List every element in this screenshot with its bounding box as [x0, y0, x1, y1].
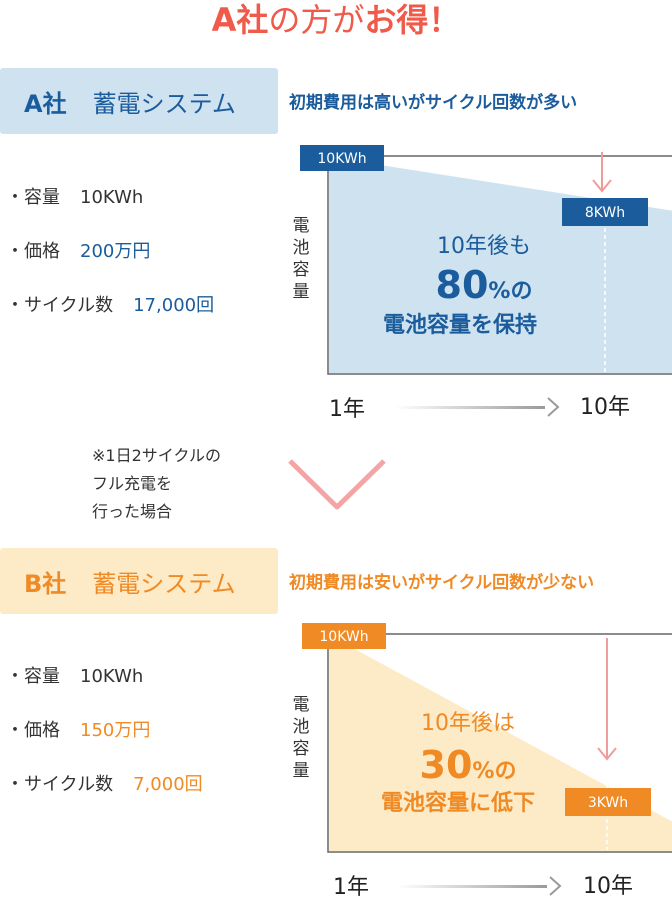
company-a-spec-cycles: ・サイクル数 17,000回 — [6, 291, 214, 317]
headline-end: お得！ — [364, 1, 460, 39]
company-a-product: 蓄電システム — [93, 84, 236, 119]
chevron-down-icon — [284, 455, 390, 515]
spec-value: 200万円 — [80, 241, 150, 262]
x-end-label: 10年 — [580, 395, 630, 420]
page-headline: A社の方がお得！ — [0, 0, 672, 40]
spec-value: 150万円 — [80, 720, 150, 741]
x-axis-arrow-shaft — [395, 406, 545, 409]
company-b-name: B社 — [24, 564, 66, 599]
x-end-label: 10年 — [583, 874, 633, 899]
spec-value: 10KWh — [80, 666, 143, 687]
percent-suffix: %の — [472, 759, 516, 784]
company-b-header: B社 蓄電システム — [0, 548, 278, 614]
chart-headline-line1: 10年後は — [421, 711, 515, 736]
x-axis-arrow-shaft — [397, 885, 547, 888]
percent-value: 30 — [420, 743, 473, 787]
company-b-spec-capacity: ・容量 10KWh — [6, 662, 143, 688]
note-line: ※1日2サイクルの — [92, 442, 221, 470]
spec-label: ・価格 — [6, 716, 60, 742]
spec-label: ・サイクル数 — [6, 291, 113, 317]
end-label: 8KWh — [585, 205, 625, 221]
company-a-header: A社 蓄電システム — [0, 68, 278, 134]
company-a-name: A社 — [24, 84, 67, 119]
cycle-condition-note: ※1日2サイクルの フル充電を 行った場合 — [92, 442, 221, 526]
x-axis-arrow-icon — [550, 877, 560, 895]
x-start-label: 1年 — [333, 875, 369, 900]
company-b-product: 蓄電システム — [92, 564, 235, 599]
company-a-chart: 10KWh 8KWh 10年後も 80%の 電池容量を保持 1年 10年 — [300, 140, 672, 420]
note-line: 行った場合 — [92, 498, 221, 526]
chart-headline-line1: 10年後も — [437, 234, 531, 259]
company-a-subtitle: 初期費用は高いがサイクル回数が多い — [289, 88, 577, 113]
company-b-spec-cycles: ・サイクル数 7,000回 — [6, 770, 203, 796]
start-label: 10KWh — [319, 629, 368, 645]
company-b-chart: 10KWh 3KWh 10年後は 30%の 電池容量に低下 1年 10年 — [300, 620, 672, 900]
spec-label: ・容量 — [6, 662, 60, 688]
company-b-subtitle: 初期費用は安いがサイクル回数が少ない — [289, 568, 594, 593]
percent-value: 80 — [436, 263, 489, 307]
percent-suffix: %の — [488, 279, 532, 304]
end-label: 3KWh — [588, 795, 628, 811]
spec-label: ・価格 — [6, 237, 60, 263]
spec-label: ・サイクル数 — [6, 770, 113, 796]
headline-middle: の方が — [268, 1, 364, 39]
spec-value: 17,000回 — [133, 295, 214, 316]
chart-headline-line3: 電池容量を保持 — [383, 312, 537, 338]
start-label: 10KWh — [317, 151, 366, 167]
x-start-label: 1年 — [329, 397, 365, 420]
company-a-spec-capacity: ・容量 10KWh — [6, 183, 143, 209]
x-axis-arrow-icon — [548, 398, 558, 416]
spec-label: ・容量 — [6, 183, 60, 209]
headline-company: A社 — [212, 1, 269, 39]
note-line: フル充電を — [92, 470, 221, 498]
company-a-spec-price: ・価格 200万円 — [6, 237, 150, 263]
spec-value: 7,000回 — [133, 774, 203, 795]
company-b-spec-price: ・価格 150万円 — [6, 716, 150, 742]
chart-headline-line3: 電池容量に低下 — [381, 790, 535, 816]
spec-value: 10KWh — [80, 187, 143, 208]
